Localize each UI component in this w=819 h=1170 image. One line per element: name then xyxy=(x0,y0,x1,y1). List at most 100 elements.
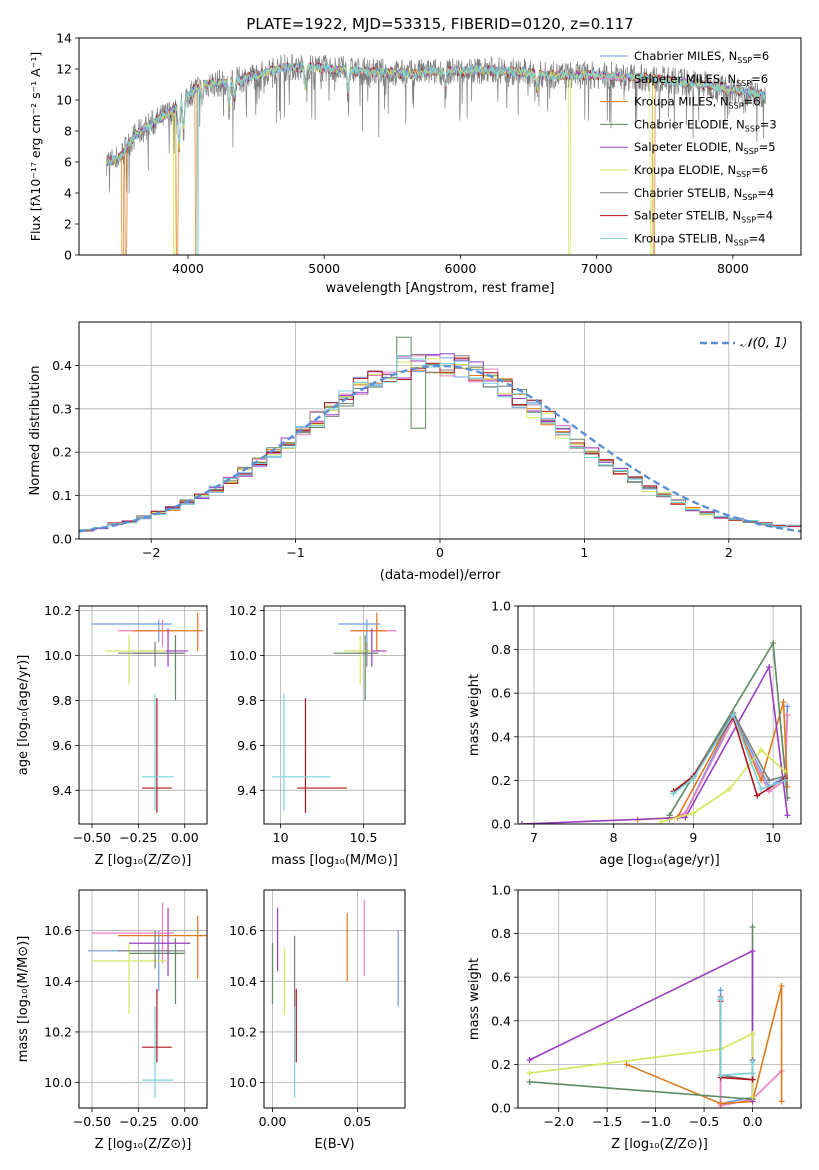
y-tick-label: 6 xyxy=(64,155,72,170)
plot-area-mass-weight-vs-z xyxy=(526,924,785,1108)
weight-marker xyxy=(666,812,673,819)
legend-label: Chabrier STELIB, NSSP=4 xyxy=(634,186,774,202)
y-tick-label: 0.6 xyxy=(491,970,511,985)
weight-marker xyxy=(749,1070,756,1077)
x-axis-label: mass [log₁₀(M/M⊙)] xyxy=(271,853,398,868)
x-tick-label: 7 xyxy=(530,830,538,845)
y-tick-label: 0.8 xyxy=(491,642,511,657)
x-axis-label: age [log₁₀(age/yr)] xyxy=(599,853,720,868)
legend-label: Chabrier MILES, NSSP=6 xyxy=(634,49,769,65)
y-tick-label: 0.6 xyxy=(491,686,511,701)
y-tick-label: 10.6 xyxy=(229,923,257,938)
plot-area-age-vs-z xyxy=(91,612,204,813)
x-tick-label: 0.00 xyxy=(171,830,199,845)
y-axis-label: age [log₁₀(age/yr)] xyxy=(16,655,31,776)
y-tick-label: 0.4 xyxy=(491,729,511,744)
x-axis-label: Z [log₁₀(Z/Z⊙)] xyxy=(95,853,192,868)
x-tick-label: −0.25 xyxy=(119,830,157,845)
weight-line xyxy=(521,664,789,824)
x-axis-label: Z [log₁₀(Z/Z⊙)] xyxy=(95,1137,192,1152)
y-tick-label: 10.0 xyxy=(229,648,257,663)
weight-marker xyxy=(717,987,724,994)
x-tick-label: 0 xyxy=(436,545,444,560)
weight-line xyxy=(719,996,754,1081)
weight-line xyxy=(669,714,789,821)
legend-label: Kroupa STELIB, NSSP=4 xyxy=(634,231,765,247)
weight-marker xyxy=(717,1072,724,1079)
legend-label: Kroupa ELODIE, NSSP=6 xyxy=(634,163,768,179)
weight-marker xyxy=(770,640,777,647)
y-tick-label: 0.0 xyxy=(491,1101,511,1116)
weight-line xyxy=(529,927,754,1101)
x-tick-label: 0.0 xyxy=(743,1114,763,1129)
y-axis-label: mass weight xyxy=(467,958,482,1040)
y-axis-label: mass weight xyxy=(467,674,482,756)
weight-marker xyxy=(749,948,756,955)
weight-marker xyxy=(784,703,791,710)
weight-marker xyxy=(784,812,791,819)
weight-marker xyxy=(670,790,677,797)
x-tick-label: 10 xyxy=(765,830,781,845)
weight-marker xyxy=(730,712,737,718)
weight-marker xyxy=(726,786,733,793)
weight-marker xyxy=(749,1030,756,1037)
axes-frame xyxy=(263,889,406,1109)
y-tick-label: 10.2 xyxy=(44,1024,72,1039)
y-tick-label: 10.2 xyxy=(44,603,72,618)
x-axis-label: (data-model)/error xyxy=(380,568,501,583)
plot-area-mass-vs-z xyxy=(88,902,207,1098)
weight-marker xyxy=(784,783,791,790)
y-tick-label: 0.0 xyxy=(52,532,72,547)
y-tick-label: 9.4 xyxy=(237,783,257,798)
axes-frame xyxy=(78,37,802,256)
x-axis-label: Z [log₁₀(Z/Z⊙)] xyxy=(611,1137,708,1152)
weight-marker xyxy=(766,788,773,795)
weight-line xyxy=(719,999,754,1077)
y-tick-label: 0.2 xyxy=(491,773,511,788)
weight-marker xyxy=(717,996,724,1002)
x-tick-label: −1 xyxy=(286,545,304,560)
x-tick-label: 4000 xyxy=(172,261,204,276)
weight-line xyxy=(719,1001,753,1081)
x-tick-label: 10.5 xyxy=(350,830,378,845)
x-tick-label: 5000 xyxy=(308,261,340,276)
weight-marker xyxy=(690,810,697,817)
weight-marker xyxy=(778,1098,785,1105)
y-tick-label: 9.8 xyxy=(237,693,257,708)
x-tick-label: −1.0 xyxy=(640,1114,670,1129)
weight-marker xyxy=(778,982,785,989)
y-tick-label: 10.6 xyxy=(44,923,72,938)
x-tick-label: −0.50 xyxy=(73,1114,111,1129)
plot-area-age-vs-mass xyxy=(272,612,397,813)
y-tick-label: 0.0 xyxy=(491,817,511,832)
y-tick-label: 1.0 xyxy=(491,883,511,898)
y-tick-label: 0.8 xyxy=(491,926,511,941)
y-tick-label: 2 xyxy=(64,217,72,232)
plot-area-mass-weight-vs-age xyxy=(518,640,791,824)
weight-marker xyxy=(766,664,773,671)
x-tick-label: 1 xyxy=(580,545,588,560)
axes-frame xyxy=(517,889,802,1109)
weight-marker xyxy=(690,775,697,782)
y-tick-label: 9.6 xyxy=(52,738,72,753)
axes-frame xyxy=(78,889,208,1109)
y-tick-label: 9.8 xyxy=(52,693,72,708)
y-tick-label: 14 xyxy=(56,31,72,46)
weight-marker xyxy=(758,777,765,784)
weight-marker xyxy=(766,777,773,784)
spectrum-line xyxy=(105,62,766,255)
y-tick-label: 10.2 xyxy=(229,1024,257,1039)
y-tick-label: 10.4 xyxy=(44,974,72,989)
x-tick-label: 9 xyxy=(689,830,697,845)
plot-area-residuals xyxy=(79,336,801,539)
y-tick-label: 12 xyxy=(56,62,72,77)
histogram-kroupa-stelib xyxy=(79,355,801,539)
x-axis-label: E(B-V) xyxy=(314,1137,354,1152)
weight-marker xyxy=(758,786,765,793)
y-tick-label: 0.2 xyxy=(52,445,72,460)
weight-marker xyxy=(749,1076,756,1083)
x-tick-label: 0.00 xyxy=(259,1114,287,1129)
legend-label: Salpeter ELODIE, NSSP=5 xyxy=(634,140,776,156)
axes-frame xyxy=(263,605,406,825)
